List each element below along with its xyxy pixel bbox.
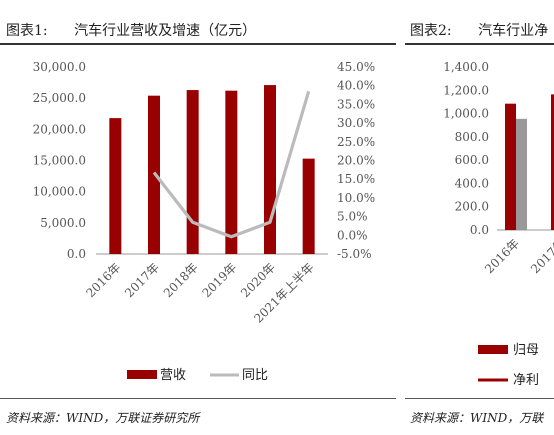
- revenue-bar: [109, 118, 122, 254]
- legend-revenue-swatch: [127, 370, 157, 379]
- chart2-x-tick-label: 2016年: [482, 236, 522, 276]
- chart1-source: 资料来源：WIND，万联证券研究所: [6, 411, 200, 425]
- revenue-bar: [225, 90, 238, 254]
- chart2-y-tick-label: 400.0: [455, 176, 489, 190]
- y-right-tick-label: 0.0%: [337, 228, 368, 242]
- chart2-y-tick-label: 1,200.0: [443, 83, 489, 97]
- legend-yoy-label: 同比: [242, 368, 268, 383]
- chart2-legend-label-2: 净利: [513, 373, 539, 388]
- chart2-y-tick-label: 1,000.0: [443, 107, 489, 121]
- chart1-header-rule: [0, 43, 396, 45]
- y-right-tick-label: 35.0%: [337, 97, 375, 111]
- x-tick-label: 2019年: [199, 260, 239, 300]
- chart2-y-tick-label: 600.0: [455, 153, 489, 167]
- x-tick-label: 2018年: [161, 260, 201, 300]
- chart2-title-text: 汽车行业净: [478, 23, 549, 39]
- legend-revenue-label: 营收: [160, 368, 186, 383]
- y-right-tick-label: 10.0%: [337, 191, 375, 205]
- chart2-x-tick-label: 2017年: [528, 236, 554, 276]
- y-left-tick-label: 25,000.0: [33, 91, 86, 105]
- chart2-y-tick-label: 0.0: [470, 223, 489, 237]
- y-right-tick-label: 30.0%: [337, 116, 375, 130]
- chart1-title-text: 汽车行业营收及增速（亿元）: [74, 23, 257, 39]
- chart2-y-tick-label: 200.0: [455, 200, 489, 214]
- chart2-y-tick-label: 1,400.0: [443, 60, 489, 74]
- y-left-tick-label: 30,000.0: [33, 60, 86, 74]
- revenue-bar: [186, 90, 199, 255]
- chart2-source: 资料来源：WIND，万联: [410, 411, 544, 425]
- chart1-footer-rule: [0, 398, 396, 399]
- y-right-tick-label: 5.0%: [337, 210, 368, 224]
- revenue-bar: [302, 158, 315, 254]
- y-right-tick-label: 25.0%: [337, 135, 375, 149]
- y-left-tick-label: 15,000.0: [33, 154, 86, 168]
- chart2-bar-series1: [505, 103, 516, 230]
- chart2-title: 图表2: 汽车行业净: [410, 20, 548, 40]
- chart2-legend-swatch-1: [478, 345, 508, 354]
- chart2-y-tick-label: 800.0: [455, 130, 489, 144]
- y-right-tick-label: -5.0%: [337, 247, 372, 261]
- chart2-title-prefix: 图表2:: [410, 23, 452, 39]
- chart2-legend-label-1: 归母: [513, 343, 539, 358]
- y-right-tick-label: 45.0%: [337, 60, 375, 74]
- x-tick-label: 2017年: [122, 260, 162, 300]
- y-left-tick-label: 10,000.0: [33, 185, 86, 199]
- chart1-title-prefix: 图表1:: [6, 23, 48, 39]
- chart2-header-rule: [405, 43, 554, 45]
- y-right-tick-label: 40.0%: [337, 79, 375, 93]
- y-left-tick-label: 0.0: [67, 247, 86, 261]
- chart2-bar-series1: [551, 94, 554, 230]
- y-right-tick-label: 15.0%: [337, 172, 375, 186]
- y-left-tick-label: 5,000.0: [40, 216, 86, 230]
- chart1-title: 图表1: 汽车行业营收及增速（亿元）: [6, 20, 256, 40]
- x-tick-label: 2016年: [83, 260, 123, 300]
- y-left-tick-label: 20,000.0: [33, 122, 86, 136]
- revenue-bar: [264, 85, 276, 255]
- chart2-bar-series2: [516, 118, 527, 230]
- y-right-tick-label: 20.0%: [337, 154, 375, 168]
- chart2-footer-rule: [405, 398, 554, 399]
